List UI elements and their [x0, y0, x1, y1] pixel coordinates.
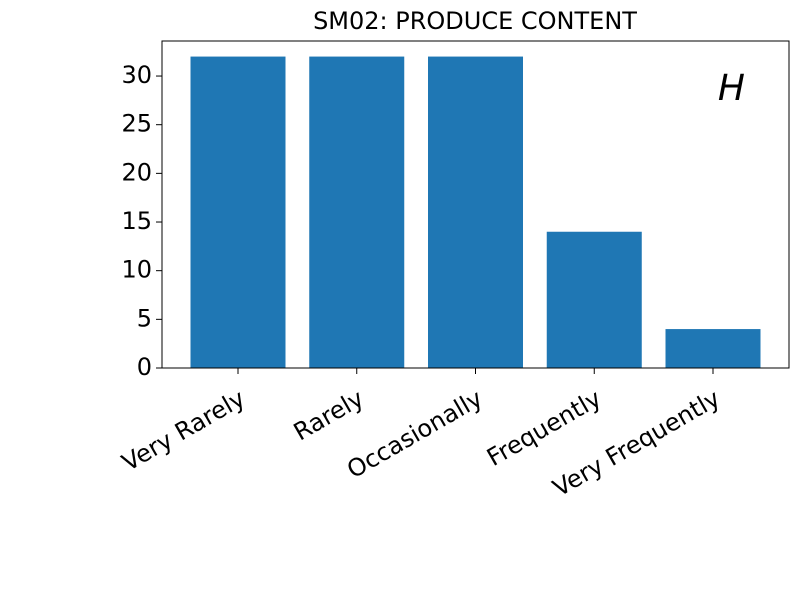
y-tick-label: 30 — [121, 61, 152, 89]
chart-title: SM02: PRODUCE CONTENT — [313, 7, 637, 35]
y-tick-label: 5 — [137, 304, 152, 332]
y-tick-label: 25 — [121, 110, 152, 138]
bar — [190, 56, 286, 368]
bar — [428, 56, 523, 368]
y-tick-label: 10 — [121, 256, 152, 284]
annotation: H — [718, 68, 745, 109]
bar — [665, 329, 761, 368]
y-tick-label: 20 — [121, 158, 152, 186]
plot-frame — [161, 40, 790, 369]
y-tick-label: 15 — [121, 207, 152, 235]
y-tick-label: 0 — [137, 353, 152, 381]
bar — [546, 231, 642, 368]
bar — [309, 56, 405, 368]
